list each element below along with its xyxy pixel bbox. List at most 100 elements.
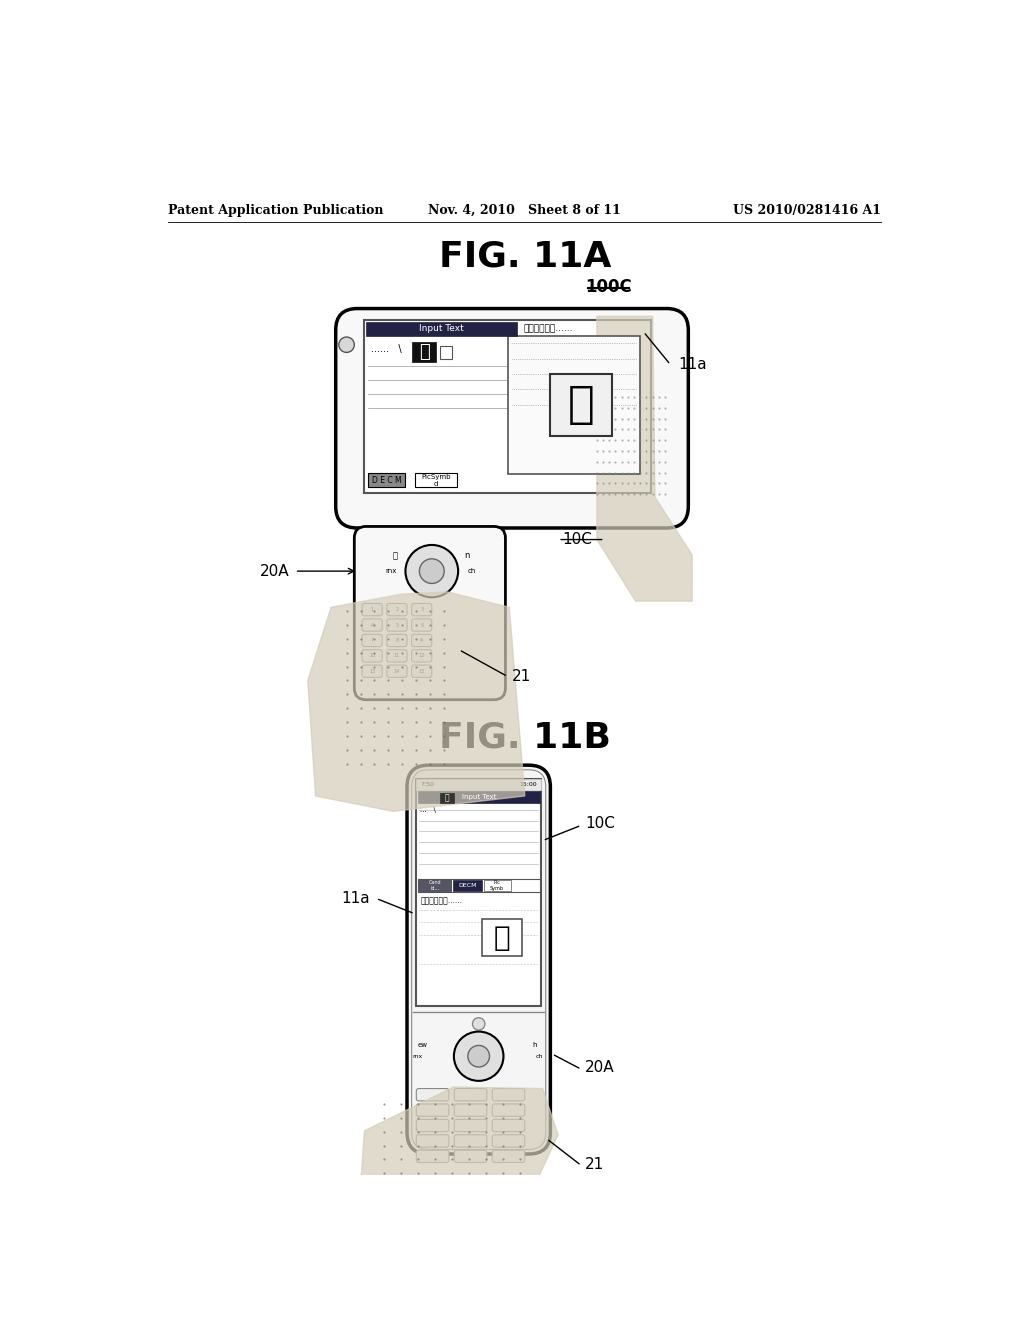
Polygon shape (597, 317, 692, 601)
Bar (439, 346, 452, 359)
Text: h: h (532, 1043, 538, 1048)
Text: 印: 印 (393, 552, 398, 560)
Text: Cand
id...: Cand id... (429, 880, 441, 891)
FancyBboxPatch shape (417, 1119, 449, 1131)
FancyBboxPatch shape (412, 649, 432, 663)
Text: PicSymb
d: PicSymb d (421, 474, 451, 487)
FancyBboxPatch shape (417, 1104, 449, 1117)
Text: Patent Application Publication: Patent Application Publication (168, 205, 384, 218)
FancyBboxPatch shape (407, 766, 550, 1154)
Text: 20A: 20A (586, 1060, 614, 1076)
Text: ......   \: ...... \ (371, 345, 401, 354)
Circle shape (420, 558, 444, 583)
FancyBboxPatch shape (412, 665, 432, 677)
Text: Input Text: Input Text (462, 795, 496, 800)
Polygon shape (356, 1088, 558, 1242)
FancyBboxPatch shape (387, 619, 407, 631)
Text: Input Text: Input Text (419, 325, 464, 334)
Text: 10: 10 (369, 653, 375, 659)
Text: Pic
Symb: Pic Symb (489, 880, 504, 891)
FancyBboxPatch shape (362, 649, 382, 663)
FancyBboxPatch shape (493, 1150, 524, 1163)
Circle shape (468, 1045, 489, 1067)
Bar (419, 880, 452, 891)
Text: 15: 15 (419, 669, 425, 673)
FancyBboxPatch shape (362, 635, 382, 647)
Bar (453, 880, 482, 891)
Text: 14: 14 (394, 669, 400, 673)
FancyBboxPatch shape (493, 1119, 524, 1131)
Text: 1: 1 (371, 607, 374, 612)
Text: ew: ew (418, 1043, 427, 1048)
Bar (417, 779, 541, 1006)
Text: 100C: 100C (585, 277, 632, 296)
Text: n: n (464, 552, 469, 560)
FancyBboxPatch shape (417, 1089, 449, 1101)
Text: rnx: rnx (386, 568, 397, 574)
Text: FIG. 11B: FIG. 11B (439, 721, 610, 755)
Text: 2: 2 (395, 607, 398, 612)
Text: 朝: 朝 (419, 343, 429, 362)
FancyBboxPatch shape (354, 527, 506, 700)
FancyBboxPatch shape (455, 1089, 486, 1101)
Text: 4: 4 (371, 623, 374, 627)
Text: 11a: 11a (341, 891, 370, 906)
Text: US 2010/0281416 A1: US 2010/0281416 A1 (733, 205, 882, 218)
Text: 朝: 朝 (494, 924, 511, 952)
FancyBboxPatch shape (362, 603, 382, 615)
FancyBboxPatch shape (455, 1104, 486, 1117)
Text: 21: 21 (586, 1156, 604, 1172)
Text: 11a: 11a (678, 358, 707, 372)
Text: 12: 12 (419, 653, 425, 659)
FancyBboxPatch shape (387, 635, 407, 647)
Bar (366, 322, 517, 335)
Bar (508, 335, 640, 474)
Circle shape (454, 1032, 504, 1081)
FancyBboxPatch shape (493, 1104, 524, 1117)
Bar (483, 880, 511, 891)
Bar (550, 374, 612, 436)
Text: 20A: 20A (259, 564, 289, 578)
Bar (369, 474, 406, 487)
Circle shape (472, 1018, 485, 1030)
Text: 8: 8 (395, 638, 398, 643)
Text: rnx: rnx (413, 1053, 423, 1059)
Text: DECM: DECM (458, 883, 477, 888)
Text: 朝: 朝 (444, 793, 449, 803)
FancyBboxPatch shape (387, 665, 407, 677)
FancyBboxPatch shape (412, 635, 432, 647)
Text: 6: 6 (420, 623, 423, 627)
FancyBboxPatch shape (412, 603, 432, 615)
Bar (482, 919, 522, 956)
Text: 5: 5 (395, 623, 398, 627)
FancyBboxPatch shape (455, 1119, 486, 1131)
Circle shape (339, 337, 354, 352)
Text: 15:00: 15:00 (519, 781, 538, 787)
Text: Nov. 4, 2010   Sheet 8 of 11: Nov. 4, 2010 Sheet 8 of 11 (428, 205, 622, 218)
FancyBboxPatch shape (336, 309, 688, 528)
Text: 7:50: 7:50 (420, 781, 434, 787)
Bar (418, 792, 540, 803)
Text: 7: 7 (371, 638, 374, 643)
Text: 9: 9 (420, 638, 423, 643)
Text: 3: 3 (420, 607, 423, 612)
FancyBboxPatch shape (493, 1089, 524, 1101)
Text: ch: ch (468, 568, 476, 574)
FancyBboxPatch shape (455, 1150, 486, 1163)
Text: ch: ch (536, 1053, 544, 1059)
Text: ...   \: ... \ (420, 807, 436, 813)
Bar (418, 879, 540, 892)
FancyBboxPatch shape (362, 619, 382, 631)
Text: 朝: 朝 (568, 383, 595, 426)
Bar (365, 321, 651, 494)
FancyBboxPatch shape (417, 1150, 449, 1163)
Bar (413, 342, 435, 363)
Text: FIG. 11A: FIG. 11A (438, 239, 611, 273)
FancyBboxPatch shape (362, 665, 382, 677)
Bar (415, 474, 458, 487)
Text: 熱い　浅草　......: 熱い 浅草 ...... (523, 325, 572, 334)
Bar (417, 779, 541, 789)
FancyBboxPatch shape (493, 1135, 524, 1147)
FancyBboxPatch shape (417, 1135, 449, 1147)
Text: 11: 11 (394, 653, 400, 659)
